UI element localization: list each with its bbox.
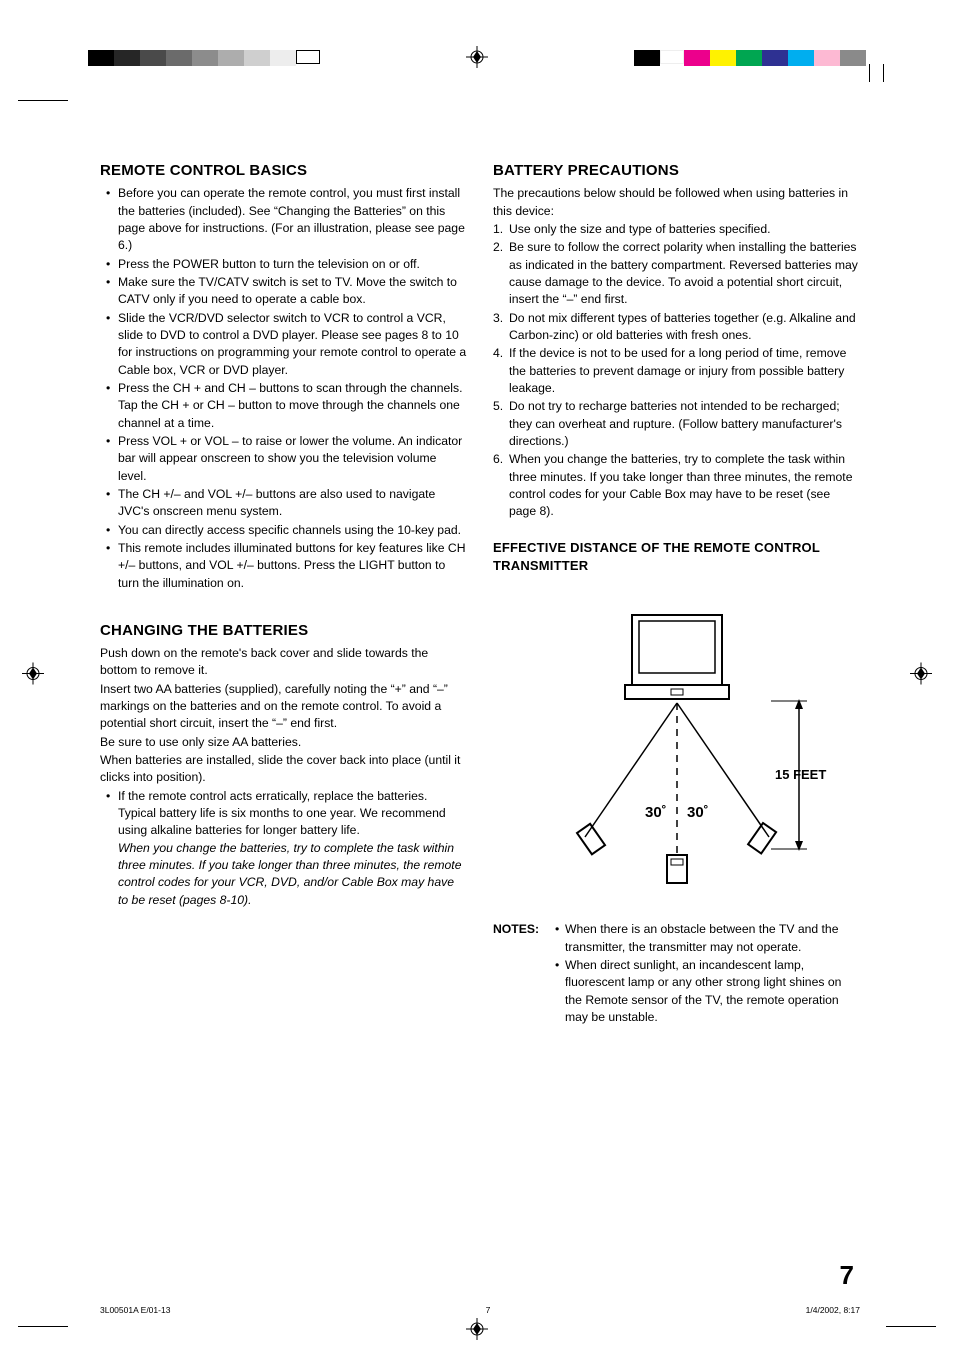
left-column: REMOTE CONTROL BASICS Before you can ope…: [100, 160, 467, 1027]
page-content: REMOTE CONTROL BASICS Before you can ope…: [100, 160, 860, 1027]
battery-precautions-heading: BATTERY PRECAUTIONS: [493, 160, 860, 181]
crop-mark: [886, 1326, 936, 1327]
list-item: When direct sunlight, an incandescent la…: [555, 957, 860, 1026]
crop-mark: [18, 100, 68, 101]
footer-center: 7: [486, 1305, 491, 1315]
paragraph: Push down on the remote's back cover and…: [100, 645, 467, 680]
list-item: You can directly access specific channel…: [100, 522, 467, 539]
registration-mark-icon: [466, 1318, 488, 1345]
list-item: The CH +/– and VOL +/– buttons are also …: [100, 486, 467, 521]
list-item: This remote includes illuminated buttons…: [100, 540, 467, 592]
registration-mark-icon: [466, 46, 488, 73]
italic-note: When you change the batteries, try to co…: [118, 840, 467, 909]
footer: 3L00501A E/01-13 7 1/4/2002, 8:17: [100, 1305, 860, 1315]
distance-label: 15 FEET: [775, 767, 826, 782]
crop-mark: [18, 1326, 68, 1327]
paragraph: Insert two AA batteries (supplied), care…: [100, 681, 467, 733]
remote-basics-heading: REMOTE CONTROL BASICS: [100, 160, 467, 181]
right-column: BATTERY PRECAUTIONS The precautions belo…: [493, 160, 860, 1027]
list-item-text: If the remote control acts erratically, …: [118, 789, 446, 838]
list-item: When there is an obstacle between the TV…: [555, 921, 860, 956]
list-item: Before you can operate the remote contro…: [100, 185, 467, 254]
paragraph: Be sure to use only size AA batteries.: [100, 734, 467, 751]
crop-mark: [869, 64, 870, 82]
catv-sub-line: CATV only if you need to operate a cable…: [118, 291, 467, 308]
list-item: Do not mix different types of batteries …: [493, 310, 860, 345]
battery-bullet-list: If the remote control acts erratically, …: [100, 788, 467, 909]
paragraph: When batteries are installed, slide the …: [100, 752, 467, 787]
notes-block: NOTES: When there is an obstacle between…: [493, 921, 860, 1027]
print-marks-top: [0, 42, 954, 74]
footer-right: 1/4/2002, 8:17: [806, 1305, 860, 1315]
notes-label: NOTES:: [493, 921, 555, 1027]
list-item: Slide the VCR/DVD selector switch to VCR…: [100, 310, 467, 379]
list-item: Do not try to recharge batteries not int…: [493, 398, 860, 450]
list-item: When you change the batteries, try to co…: [493, 451, 860, 520]
angle-right-label: 30˚: [687, 804, 709, 821]
angle-left-label: 30˚: [645, 804, 667, 821]
list-item: Be sure to follow the correct polarity w…: [493, 239, 860, 308]
remote-distance-diagram: 30˚ 30˚ 15 FEET: [493, 607, 860, 887]
footer-left: 3L00501A E/01-13: [100, 1305, 170, 1315]
effective-distance-heading: EFFECTIVE DISTANCE OF THE REMOTE CONTROL…: [493, 539, 860, 576]
notes-body: When there is an obstacle between the TV…: [555, 921, 860, 1027]
list-item-text: Make sure the TV/CATV switch is set to T…: [118, 275, 457, 289]
remote-basics-list: Before you can operate the remote contro…: [100, 185, 467, 592]
color-bar: [634, 50, 866, 66]
list-item: Press the POWER button to turn the telev…: [100, 256, 467, 273]
registration-mark-icon: [910, 662, 932, 689]
crop-mark: [883, 64, 884, 82]
list-item: Use only the size and type of batteries …: [493, 221, 860, 238]
list-item: Press the CH + and CH – buttons to scan …: [100, 380, 467, 432]
grayscale-bar: [88, 50, 320, 66]
precautions-intro: The precautions below should be followed…: [493, 185, 860, 220]
list-item: If the remote control acts erratically, …: [100, 788, 467, 909]
precautions-list: Use only the size and type of batteries …: [493, 221, 860, 521]
list-item: If the device is not to be used for a lo…: [493, 345, 860, 397]
changing-batteries-heading: CHANGING THE BATTERIES: [100, 620, 467, 641]
registration-mark-icon: [22, 662, 44, 689]
list-item: Make sure the TV/CATV switch is set to T…: [100, 274, 467, 309]
page-number: 7: [840, 1260, 854, 1291]
list-item: Press VOL + or VOL – to raise or lower t…: [100, 433, 467, 485]
